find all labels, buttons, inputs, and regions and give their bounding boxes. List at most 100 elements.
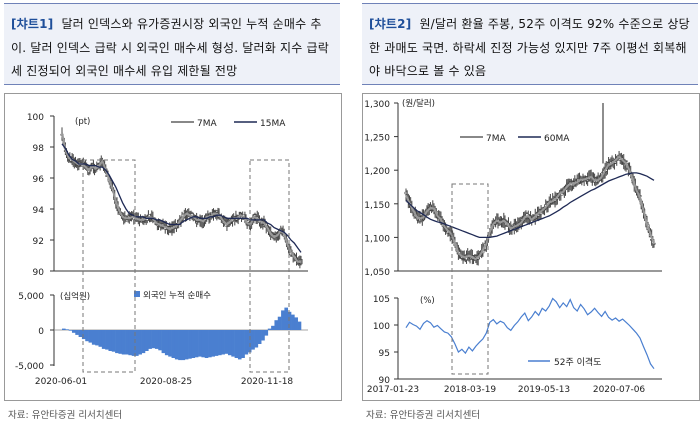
chart1b-bar bbox=[78, 330, 83, 337]
chart2-tag: [챠트2] bbox=[369, 17, 412, 31]
chart1-ytick-label: 98 bbox=[33, 144, 45, 154]
chart1b-bar bbox=[85, 330, 89, 342]
chart2-caption-box: [챠트2] 원/달러 환율 주봉, 52주 이격도 92% 수준으로 상당한 과… bbox=[362, 3, 698, 85]
chart1b-bar bbox=[181, 330, 186, 361]
chart1-legend-7ma-label: 7MA bbox=[197, 119, 217, 129]
chart1b-bar bbox=[244, 330, 249, 355]
chart1b-bar bbox=[161, 330, 166, 354]
chart2-xtick-label: 2017-01-23 bbox=[367, 385, 419, 395]
chart1b-bar bbox=[261, 330, 265, 341]
chart1b-bar bbox=[118, 330, 123, 354]
chart2b-ytick-label: 95 bbox=[379, 349, 390, 359]
chart2b-legend-label: 52주 이격도 bbox=[554, 356, 601, 368]
chart1-xtick-label: 2020-11-18 bbox=[241, 377, 294, 387]
chart1-svg: 90 92 94 96 98 100 (pt) 7MA 15MA 5,000 0 -5,000 (십억원… bbox=[15, 113, 308, 387]
chart1b-bar bbox=[158, 330, 162, 351]
chart1b-bar bbox=[108, 330, 113, 351]
chart1b-bar bbox=[234, 330, 239, 358]
chart1b-bar bbox=[144, 330, 149, 351]
chart1b-bar bbox=[178, 330, 182, 361]
chart1b-bar bbox=[201, 330, 206, 358]
chart1b-bar bbox=[257, 330, 262, 344]
chart1-frame bbox=[4, 93, 342, 401]
chart2-legend-7ma-label: 7MA bbox=[486, 134, 506, 144]
chart1b-bar bbox=[115, 330, 119, 354]
chart1b-bar bbox=[81, 330, 86, 340]
chart1-unit-label: (pt) bbox=[75, 117, 90, 127]
chart1b-bar bbox=[284, 307, 289, 330]
chart1b-bar bbox=[251, 330, 255, 350]
chart1-highlight-box bbox=[249, 159, 290, 373]
chart1b-bar bbox=[174, 330, 179, 360]
chart2-legend-60ma-label: 60MA bbox=[544, 134, 570, 144]
chart1b-bar bbox=[148, 330, 152, 349]
chart1b-bar bbox=[271, 325, 275, 330]
chart1b-bar bbox=[105, 330, 109, 350]
chart1-ytick-label: 96 bbox=[33, 175, 45, 185]
left-panel: [챠트1] 달러 인덱스와 유가증권시장 외국인 누적 순매수 추이. 달러 인… bbox=[4, 0, 344, 426]
chart1b-bar bbox=[71, 330, 76, 333]
chart1b-bar bbox=[291, 314, 295, 330]
chart1b-bar bbox=[254, 330, 259, 348]
chart1b-ytick-label: 5,000 bbox=[18, 292, 44, 302]
chart1b-bar bbox=[297, 321, 302, 330]
chart1-legend-15ma-label: 15MA bbox=[260, 119, 286, 129]
chart1b-bar bbox=[168, 330, 172, 357]
chart2b-ytick-label: 105 bbox=[373, 295, 390, 305]
chart1b-bar bbox=[214, 330, 219, 356]
chart1-ytick-label: 100 bbox=[27, 113, 44, 123]
chart1b-bar bbox=[264, 330, 269, 336]
chart1b-bar bbox=[224, 330, 229, 354]
chart1b-legend-swatch bbox=[134, 291, 140, 297]
chart1-caption: 달러 인덱스와 유가증권시장 외국인 누적 순매수 추이. 달러 인덱스 급락 … bbox=[11, 17, 329, 78]
chart1b-bar bbox=[281, 310, 285, 330]
chart2-caption: 원/달러 환율 주봉, 52주 이격도 92% 수준으로 상당한 과매도 국면.… bbox=[369, 17, 690, 78]
chart2-xtick-label: 2018-03-19 bbox=[444, 385, 497, 395]
chart1b-bar bbox=[204, 330, 209, 358]
chart1-series-7ma-line bbox=[61, 132, 301, 263]
chart1b-ytick-label: 0 bbox=[38, 327, 44, 337]
chart1b-legend-label: 외국인 누적 순매수 bbox=[143, 290, 211, 301]
chart1-xtick-label: 2020-06-01 bbox=[35, 377, 87, 387]
chart1b-bar bbox=[91, 330, 96, 345]
chart2-series-60ma-line bbox=[405, 172, 655, 239]
chart1b-bar bbox=[247, 330, 252, 353]
chart1b-bar bbox=[98, 330, 103, 347]
chart1b-bar bbox=[151, 330, 156, 349]
chart1b-bar bbox=[188, 330, 192, 359]
chart2-ytick-label: 1,300 bbox=[364, 100, 390, 110]
chart1b-bar bbox=[267, 328, 272, 330]
chart2b-unit-label: (%) bbox=[420, 296, 435, 306]
chart1-source: 자료: 유안타증권 리서치센터 bbox=[8, 410, 123, 421]
chart1b-bar bbox=[171, 330, 176, 358]
chart1b-bar bbox=[294, 317, 298, 330]
chart1b-bar bbox=[221, 330, 225, 355]
chart2-highlight-box bbox=[451, 183, 489, 375]
chart1-series-15ma-line bbox=[61, 143, 302, 253]
chart2-ytick-label: 1,250 bbox=[364, 134, 390, 144]
chart2b-ytick-label: 100 bbox=[373, 322, 390, 332]
chart1-ytick-label: 90 bbox=[33, 268, 45, 278]
chart1-caption-box: [챠트1] 달러 인덱스와 유가증권시장 외국인 누적 순매수 추이. 달러 인… bbox=[4, 3, 340, 85]
chart1b-bar bbox=[154, 330, 159, 349]
chart1b-bar bbox=[241, 330, 245, 358]
chart1-xtick-label: 2020-08-25 bbox=[140, 377, 192, 387]
chart1b-bar bbox=[164, 330, 169, 356]
chart2-xtick-label: 2020-07-06 bbox=[593, 385, 646, 395]
chart1b-bar bbox=[128, 330, 133, 356]
chart1b-bar bbox=[135, 330, 139, 356]
chart1b-bar bbox=[88, 330, 93, 343]
chart2-ytick-label: 1,100 bbox=[364, 234, 390, 244]
chart1b-bar bbox=[95, 330, 99, 346]
chart1b-bar bbox=[138, 330, 142, 355]
chart1b-bar bbox=[208, 330, 212, 358]
chart1b-bar bbox=[198, 330, 202, 357]
chart1b-bar bbox=[227, 330, 232, 356]
chart2-source: 자료: 유안타증권 리서치센터 bbox=[366, 410, 481, 421]
chart1b-bar bbox=[211, 330, 215, 357]
chart1b-bar bbox=[68, 330, 73, 331]
chart2-xtick-label: 2019-05-13 bbox=[518, 385, 570, 395]
chart1b-bar bbox=[274, 320, 279, 330]
chart2b-ytick-label: 90 bbox=[379, 376, 391, 386]
chart2-ytick-label: 1,150 bbox=[364, 201, 390, 211]
